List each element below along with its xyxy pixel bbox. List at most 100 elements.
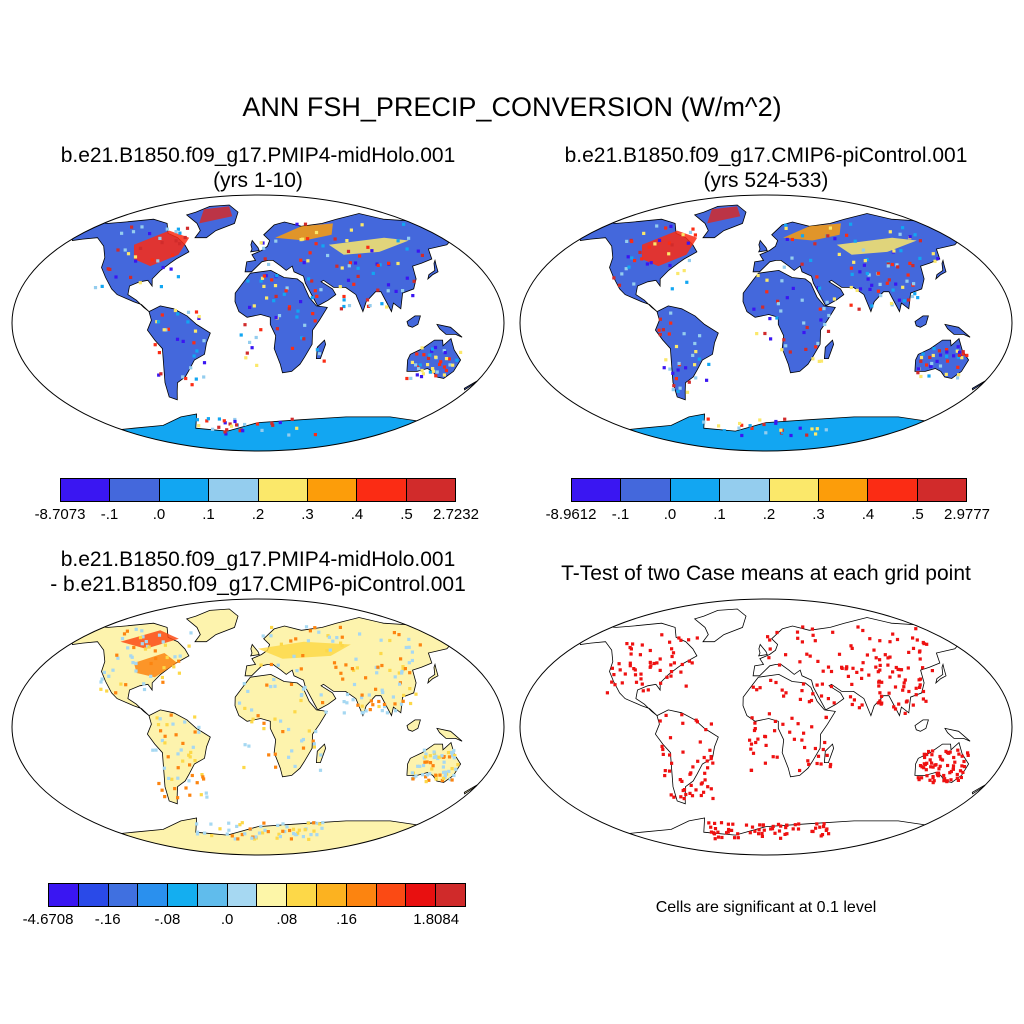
field-cell: [344, 663, 348, 667]
field-cell: [393, 702, 397, 706]
field-cell: [114, 691, 118, 695]
field-cell: [961, 352, 965, 356]
field-cell: [438, 773, 442, 777]
significant-cell: [821, 669, 825, 673]
field-cell: [785, 296, 789, 300]
field-cell: [321, 821, 325, 825]
significant-cell: [669, 793, 673, 797]
significant-cell: [929, 765, 933, 769]
field-cell: [443, 351, 447, 355]
significant-cell: [702, 755, 706, 760]
significant-cell: [801, 682, 806, 686]
significant-cell: [872, 648, 876, 652]
field-cell: [272, 677, 276, 682]
significant-cell: [769, 827, 773, 831]
significant-cell: [803, 745, 807, 750]
field-cell: [194, 310, 199, 314]
field-cell: [401, 289, 405, 293]
field-cell: [274, 294, 278, 298]
significant-cell: [792, 737, 796, 741]
field-cell: [935, 359, 939, 363]
field-cell: [866, 277, 870, 281]
significant-cell: [894, 665, 898, 670]
field-cell: [669, 224, 673, 228]
field-cell: [961, 350, 965, 354]
field-cell: [342, 304, 346, 309]
field-cell: [394, 709, 398, 713]
significant-cell: [655, 661, 659, 665]
field-cell: [171, 722, 175, 726]
field-cell: [442, 373, 446, 377]
landmass-northAmerica: [578, 622, 698, 716]
field-cell: [155, 716, 159, 720]
field-cell: [156, 259, 160, 263]
field-cell: [958, 350, 962, 354]
field-cell: [173, 655, 177, 659]
field-cell: [907, 298, 911, 302]
significant-cell: [688, 772, 692, 776]
significant-cell: [773, 831, 777, 835]
field-cell: [270, 625, 274, 630]
field-cell: [248, 305, 252, 309]
significant-cell: [771, 824, 775, 828]
colorbar-swatch: [346, 884, 377, 906]
significant-cell: [816, 754, 821, 758]
field-cell: [345, 692, 350, 697]
field-cell: [149, 661, 153, 666]
field-cell: [176, 796, 180, 800]
field-cell: [376, 288, 380, 292]
field-cell: [130, 225, 134, 229]
significant-cell: [748, 738, 752, 742]
landmass-japan: [427, 662, 439, 685]
landmass-borneo: [406, 719, 421, 732]
significant-cell: [811, 829, 815, 834]
field-cell: [278, 420, 282, 425]
significant-cell: [694, 788, 698, 792]
field-cell: [691, 353, 695, 357]
field-cell: [416, 249, 420, 253]
significant-cell: [796, 827, 801, 831]
field-cell: [290, 346, 295, 350]
field-cell: [138, 246, 143, 250]
significant-cell: [860, 668, 864, 672]
significant-cell: [867, 673, 871, 677]
colorbar-swatch: [307, 479, 358, 501]
field-cell: [929, 364, 933, 369]
field-cell: [245, 351, 249, 355]
field-cell: [780, 348, 784, 352]
significant-cell: [758, 686, 762, 690]
colorbar-swatch: [159, 479, 210, 501]
significant-cell: [960, 764, 964, 768]
significant-cell: [911, 636, 915, 640]
significant-cell: [922, 766, 926, 770]
significant-cell: [681, 750, 685, 754]
field-cell: [166, 755, 170, 759]
significant-cell: [813, 746, 817, 751]
field-cell: [301, 835, 305, 839]
significant-cell: [711, 761, 715, 765]
field-cell: [300, 693, 304, 697]
field-cell: [295, 426, 299, 430]
field-cell: [400, 671, 404, 675]
field-cell: [826, 234, 830, 238]
landmass-newGuinea: [944, 727, 971, 742]
significant-cell: [925, 774, 929, 778]
field-cell: [404, 645, 408, 650]
significant-cell: [670, 761, 674, 765]
field-cell: [405, 276, 409, 280]
field-cell: [150, 258, 154, 262]
field-cell: [169, 267, 173, 271]
field-cell: [450, 778, 454, 782]
field-cell: [312, 742, 316, 746]
field-cell: [826, 329, 831, 333]
field-cell: [957, 353, 961, 357]
field-cell: [630, 256, 634, 260]
colorbar-swatch: [49, 884, 79, 906]
field-cell: [165, 723, 169, 727]
significant-cell: [688, 791, 692, 795]
field-cell: [442, 760, 446, 764]
field-cell: [301, 421, 306, 425]
significant-cell: [668, 640, 672, 644]
field-cell: [444, 357, 449, 361]
field-cell: [422, 353, 426, 357]
